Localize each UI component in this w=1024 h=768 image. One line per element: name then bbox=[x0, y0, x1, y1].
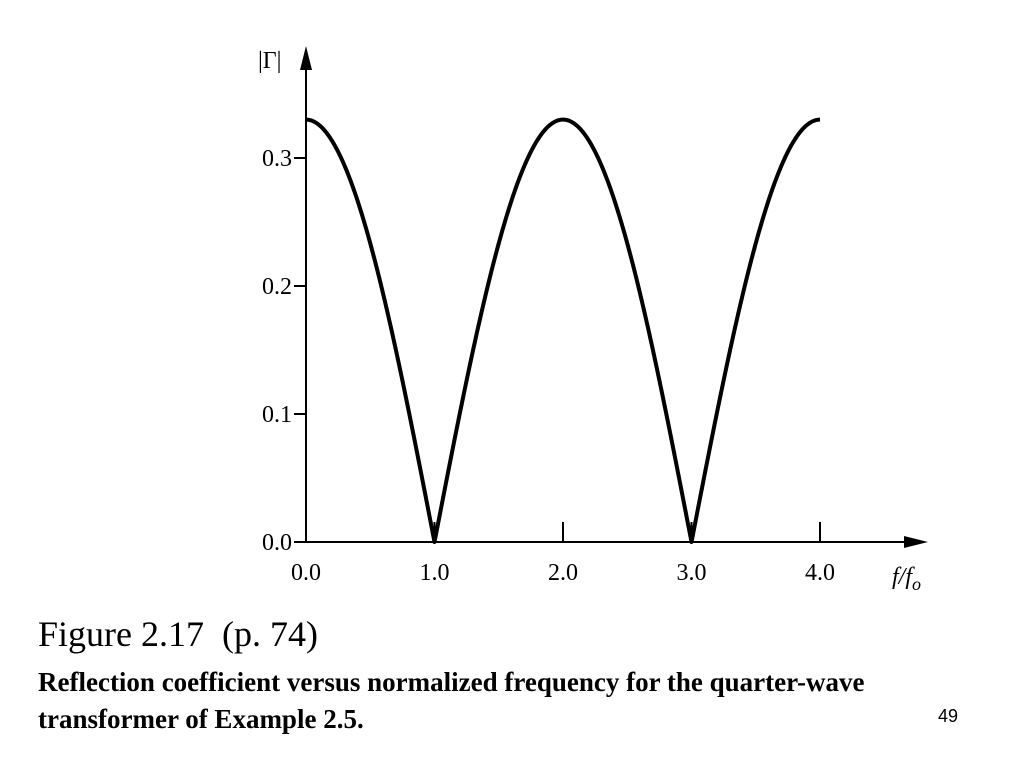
y-axis-ticks: 0.0 0.1 0.2 0.3 bbox=[262, 146, 306, 556]
y-tick-label: 0.0 bbox=[262, 530, 292, 556]
figure-caption: Reflection coefficient versus normalized… bbox=[38, 667, 865, 734]
x-tick-label: 3.0 bbox=[677, 560, 707, 586]
y-tick-label: 0.3 bbox=[262, 146, 292, 172]
x-axis-title-main: f/f bbox=[892, 564, 915, 590]
y-axis-title: |Γ| bbox=[258, 48, 281, 74]
y-tick-label: 0.2 bbox=[262, 274, 292, 300]
x-axis-title-sub: o bbox=[912, 574, 921, 594]
page-number: 49 bbox=[938, 706, 959, 726]
chart: 0.0 0.1 0.2 0.3 0.0 1.0 2.0 3.0 4.0 |Γ| f/fo bbox=[258, 46, 928, 594]
x-axis-ticks: 0.0 1.0 2.0 3.0 4.0 bbox=[291, 522, 835, 586]
figure-title: Figure 2.17 (p. 74) bbox=[38, 614, 318, 654]
series-line-gamma bbox=[305, 117, 821, 544]
x-tick-label: 1.0 bbox=[420, 560, 450, 586]
y-tick-label: 0.1 bbox=[262, 402, 292, 428]
y-axis-arrow bbox=[300, 46, 312, 70]
x-tick-label: 4.0 bbox=[805, 560, 835, 586]
x-axis-arrow bbox=[904, 536, 928, 548]
x-axis-title: f/fo bbox=[892, 564, 921, 594]
x-tick-label: 0.0 bbox=[291, 560, 321, 586]
x-tick-label: 2.0 bbox=[548, 560, 578, 586]
